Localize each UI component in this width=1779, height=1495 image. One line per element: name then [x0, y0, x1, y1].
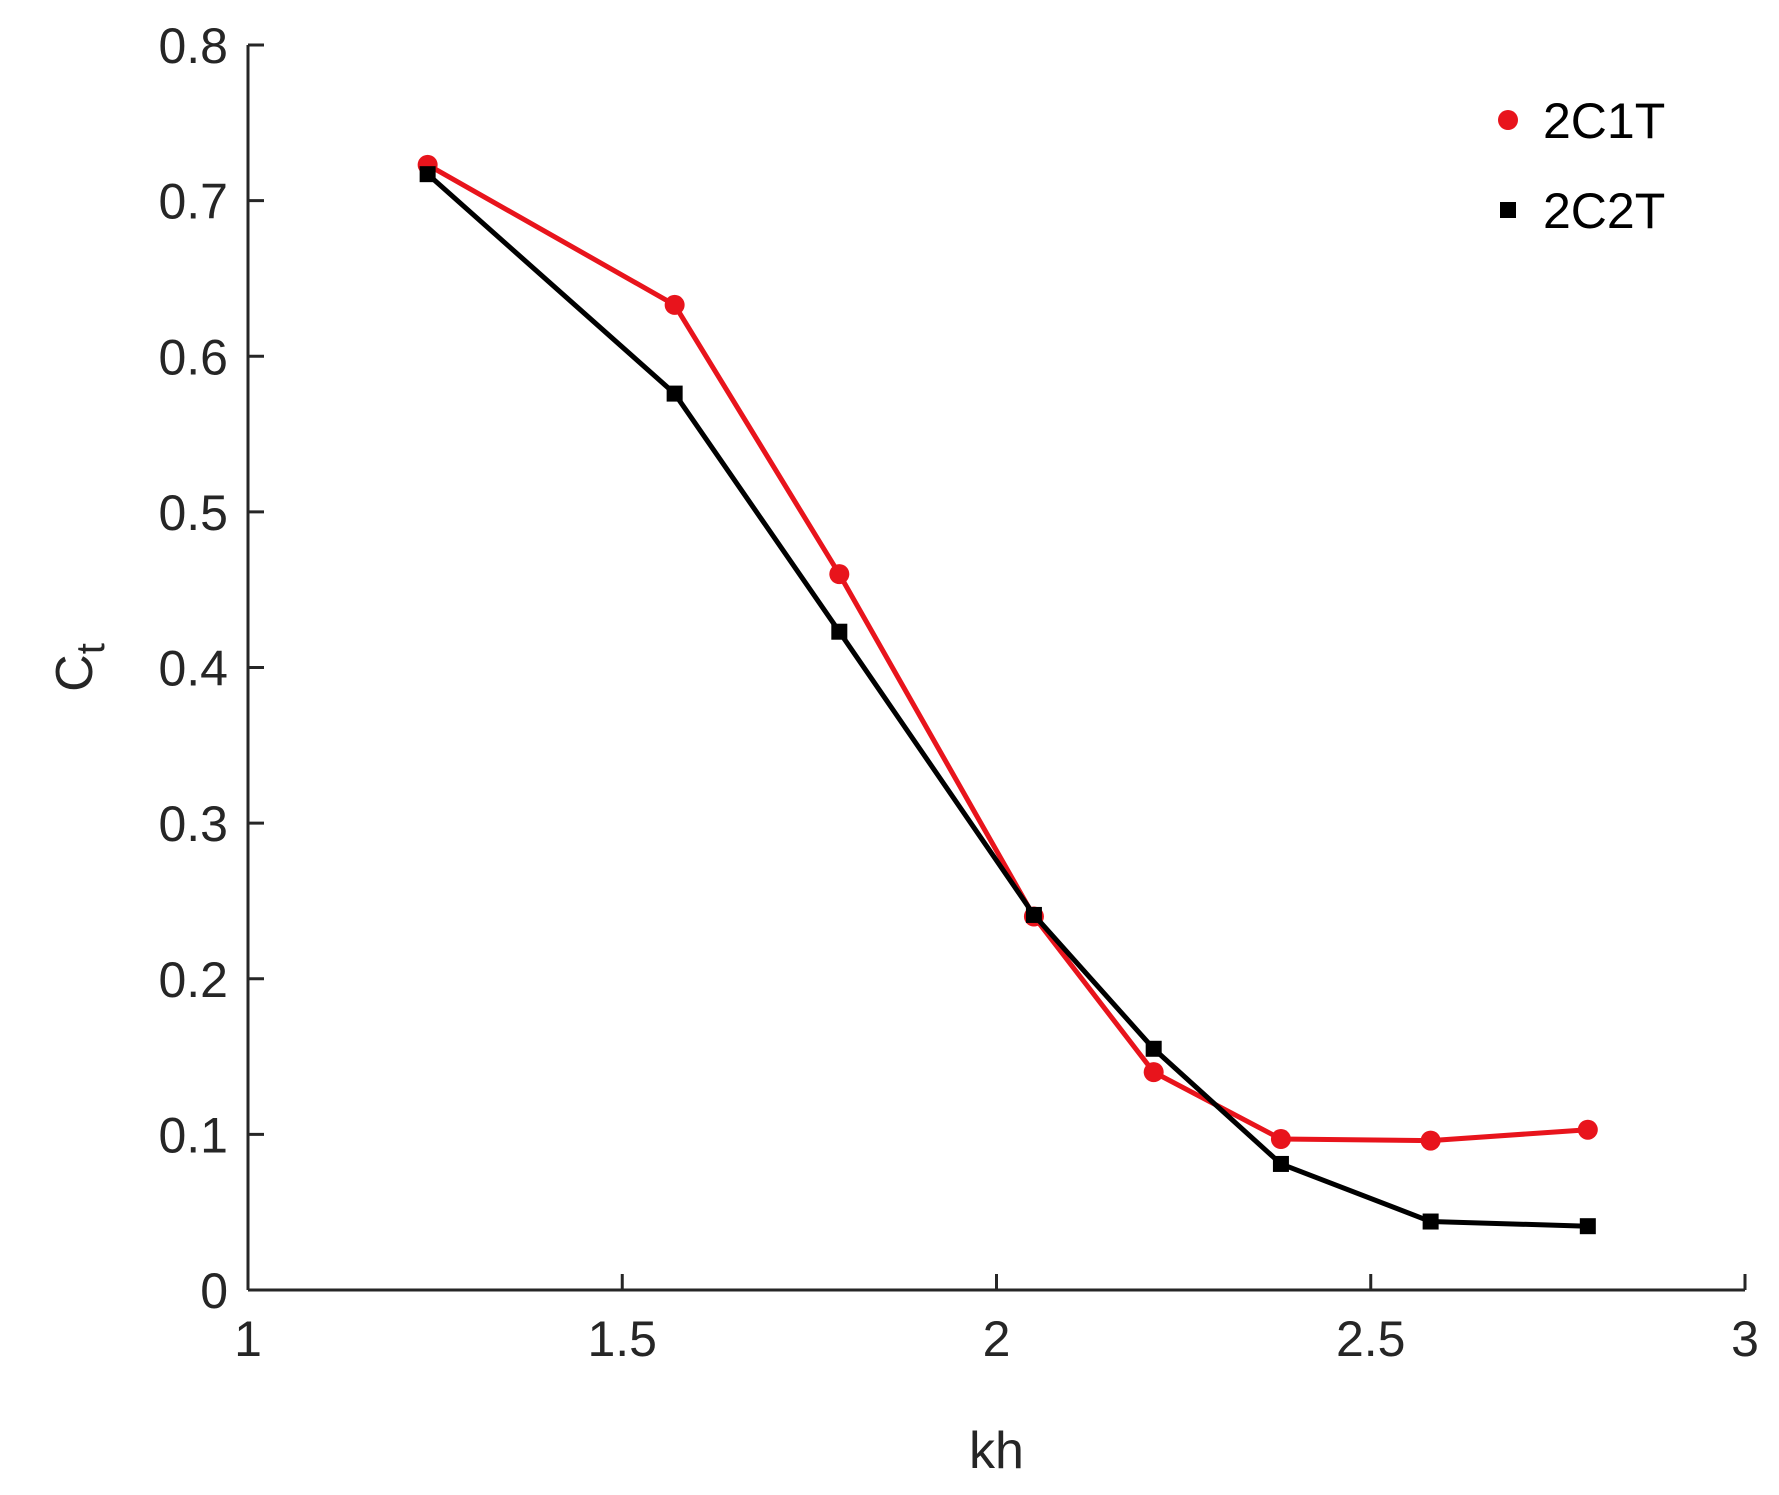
data-point	[419, 166, 436, 183]
series-line	[426, 162, 1588, 1144]
data-point	[1145, 1040, 1162, 1057]
y-tick-label: 0.7	[158, 174, 228, 230]
data-point	[831, 623, 848, 640]
legend-item: 2C2T	[1500, 183, 1665, 239]
y-tick-label: 0.8	[158, 18, 228, 74]
x-tick-label: 2.5	[1336, 1311, 1406, 1367]
series-2C2T	[419, 166, 1596, 1235]
y-tick-label: 0.1	[158, 1107, 228, 1163]
y-axis-label-main: C	[46, 654, 104, 692]
y-tick-label: 0.4	[158, 641, 228, 697]
data-point	[1143, 1062, 1164, 1083]
y-axis-label-subscript: t	[69, 643, 113, 654]
y-tick-label: 0.3	[158, 796, 228, 852]
data-point	[664, 294, 685, 315]
series-2C1T	[417, 154, 1598, 1151]
y-tick-label: 0.6	[158, 329, 228, 385]
x-tick-label: 1	[234, 1311, 262, 1367]
legend-item: 2C1T	[1498, 93, 1665, 149]
legend-label: 2C1T	[1543, 93, 1665, 149]
x-tick-label: 3	[1731, 1311, 1759, 1367]
data-point	[666, 385, 683, 402]
data-point	[1422, 1213, 1439, 1230]
data-point	[829, 564, 850, 585]
series-group	[417, 154, 1598, 1235]
data-point	[1579, 1218, 1596, 1235]
y-tick-label: 0.5	[158, 485, 228, 541]
series-line	[425, 172, 1588, 1229]
tick-labels: 1 1.5 2 2.5 3 0 0.1 0.2 0.3 0.4 0.5 0.6 0.7 0.8	[158, 18, 1758, 1367]
y-axis-label: Ct	[46, 643, 113, 692]
x-tick-label: 2	[983, 1311, 1011, 1367]
axes	[246, 43, 1747, 1292]
legend-marker	[1498, 110, 1518, 130]
legend-marker	[1500, 202, 1516, 218]
data-point	[1420, 1130, 1441, 1151]
data-point	[1272, 1155, 1289, 1172]
x-tick-label: 1.5	[587, 1311, 657, 1367]
y-tick-label: 0.2	[158, 952, 228, 1008]
y-tick-label: 0	[200, 1263, 228, 1319]
data-point	[1577, 1119, 1598, 1140]
data-point	[1270, 1129, 1291, 1150]
legend: 2C1T 2C2T	[1498, 93, 1665, 239]
legend-label: 2C2T	[1543, 183, 1665, 239]
data-point	[1025, 906, 1042, 923]
x-axis-label: kh	[969, 1422, 1024, 1480]
